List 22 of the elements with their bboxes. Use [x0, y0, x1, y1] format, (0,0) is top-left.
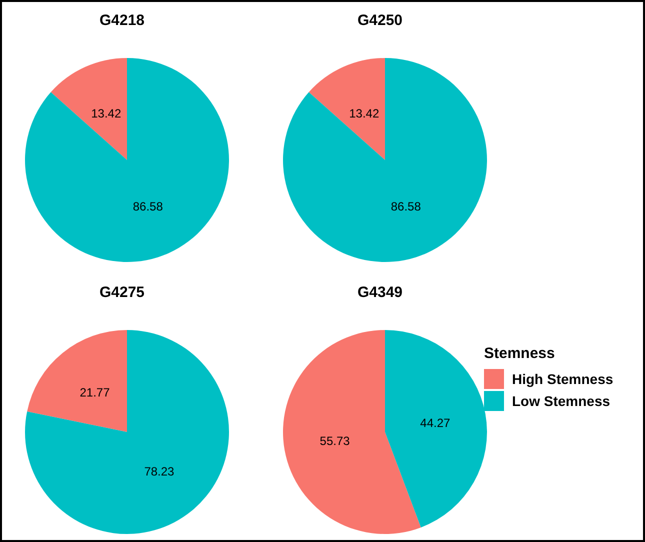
chart-title: G4349 [356, 284, 404, 301]
legend-label: Low Stemness [512, 393, 610, 409]
data-label: 55.73 [320, 434, 350, 448]
pie-slice [50, 58, 127, 160]
legend-title: Stemness [484, 345, 556, 362]
pie-slice [283, 330, 421, 534]
chart-title: G4275 [98, 284, 146, 301]
pie-slice [25, 330, 229, 534]
legend-label: High Stemness [512, 371, 614, 387]
data-label: 13.42 [91, 106, 122, 120]
pie-slice [25, 58, 229, 262]
data-label: 86.58 [132, 200, 164, 214]
data-label: 13.42 [349, 106, 380, 120]
data-label: 78.23 [144, 464, 175, 479]
data-label: 44.27 [420, 416, 451, 430]
pie-slice [308, 58, 385, 160]
data-label: 86.58 [390, 200, 422, 214]
chart-title: G4218 [98, 12, 146, 29]
chart-title: G4250 [356, 12, 404, 29]
pie-slice [27, 330, 127, 432]
data-label: 21.77 [80, 385, 110, 400]
pie-slice [283, 58, 487, 262]
